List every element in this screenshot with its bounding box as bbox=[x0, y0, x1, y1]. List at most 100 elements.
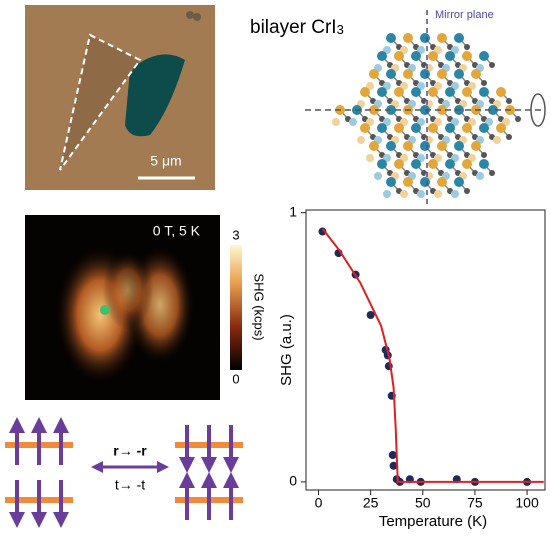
atom bbox=[451, 190, 459, 198]
atom bbox=[479, 87, 489, 97]
x-tick-label: 75 bbox=[467, 495, 483, 511]
atom bbox=[454, 69, 464, 79]
map-condition: 0 T, 5 K bbox=[153, 223, 201, 239]
atom bbox=[377, 159, 387, 169]
atom bbox=[493, 136, 501, 144]
atom bbox=[411, 123, 421, 133]
atom bbox=[403, 141, 413, 151]
atom bbox=[506, 98, 512, 104]
atom bbox=[496, 87, 506, 97]
atom bbox=[481, 80, 487, 86]
colorbar-tick: 3 bbox=[232, 227, 239, 242]
atom bbox=[394, 123, 404, 133]
atom bbox=[434, 190, 442, 198]
atom bbox=[428, 87, 438, 97]
atom bbox=[506, 134, 512, 140]
atom bbox=[411, 51, 421, 61]
atom bbox=[479, 159, 489, 169]
spatial-inversion: r→ -r bbox=[113, 443, 147, 459]
atom bbox=[386, 177, 396, 187]
atom bbox=[377, 51, 387, 61]
atom bbox=[454, 33, 464, 43]
atom bbox=[479, 123, 489, 133]
figure: 5 μm bilayer CrI3 Mirror plane 0 T, 5 K … bbox=[0, 0, 551, 536]
atom bbox=[489, 62, 495, 68]
atom bbox=[437, 177, 447, 187]
atom bbox=[464, 188, 470, 194]
atom bbox=[454, 141, 464, 151]
atom bbox=[420, 177, 430, 187]
atom bbox=[403, 33, 413, 43]
atom bbox=[360, 87, 370, 97]
spin-diagram bbox=[5, 425, 243, 520]
atom bbox=[496, 123, 506, 133]
atom bbox=[462, 123, 472, 133]
atom bbox=[437, 33, 447, 43]
atom bbox=[349, 118, 357, 126]
atom bbox=[437, 141, 447, 151]
atom bbox=[386, 141, 396, 151]
x-tick-label: 100 bbox=[515, 495, 539, 511]
colorbar-tick: 0 bbox=[232, 371, 239, 386]
atom bbox=[471, 69, 481, 79]
colorbar-label: SHG (kcps) bbox=[252, 273, 267, 340]
y-tick-label: 1 bbox=[289, 203, 297, 219]
time-reversal: t→ -t bbox=[115, 477, 145, 493]
atom bbox=[464, 44, 470, 50]
atom bbox=[383, 190, 391, 198]
atom bbox=[400, 190, 408, 198]
atom bbox=[462, 87, 472, 97]
scale-bar-label: 5 μm bbox=[150, 153, 181, 169]
atom bbox=[386, 33, 396, 43]
atom bbox=[420, 33, 430, 43]
shg-map: 0 T, 5 K 3 0 SHG (kcps) bbox=[25, 215, 267, 400]
atom bbox=[369, 69, 379, 79]
y-axis-label: SHG (a.u.) bbox=[278, 314, 295, 386]
chart: Temperature (K) SHG (a.u.) 0 25 50 75 100 0 1 bbox=[278, 203, 545, 530]
mirror-label: Mirror plane bbox=[435, 9, 494, 21]
fit-line bbox=[323, 229, 544, 482]
atom bbox=[411, 87, 421, 97]
material-subscript: 3 bbox=[337, 22, 344, 37]
atom bbox=[394, 159, 404, 169]
atom bbox=[374, 172, 382, 180]
material-label: bilayer CrI3 bbox=[250, 17, 344, 38]
atom bbox=[420, 69, 430, 79]
atom bbox=[377, 87, 387, 97]
atom bbox=[462, 51, 472, 61]
atom bbox=[462, 159, 472, 169]
atom bbox=[437, 69, 447, 79]
optical-image: 5 μm bbox=[25, 5, 215, 190]
atom bbox=[489, 170, 495, 176]
atom bbox=[481, 152, 487, 158]
atom bbox=[420, 141, 430, 151]
atom bbox=[428, 159, 438, 169]
atom bbox=[417, 190, 425, 198]
atom bbox=[471, 141, 481, 151]
x-tick-label: 50 bbox=[415, 495, 431, 511]
data-point bbox=[389, 451, 397, 459]
atom bbox=[428, 51, 438, 61]
atom bbox=[377, 123, 387, 133]
atom bbox=[445, 87, 455, 97]
atom bbox=[394, 51, 404, 61]
x-tick-label: 0 bbox=[315, 495, 323, 511]
atom bbox=[403, 177, 413, 187]
atom bbox=[454, 177, 464, 187]
atom bbox=[360, 123, 370, 133]
atom bbox=[403, 69, 413, 79]
atom bbox=[394, 87, 404, 97]
atom bbox=[445, 123, 455, 133]
atom bbox=[386, 69, 396, 79]
atom bbox=[366, 154, 374, 162]
atom bbox=[332, 118, 340, 126]
atom bbox=[369, 141, 379, 151]
atom bbox=[445, 51, 455, 61]
atom bbox=[515, 116, 521, 122]
y-tick-label: 0 bbox=[289, 473, 297, 489]
x-axis-label: Temperature (K) bbox=[379, 513, 487, 530]
atom bbox=[428, 123, 438, 133]
atom bbox=[411, 159, 421, 169]
x-tick-label: 25 bbox=[363, 495, 379, 511]
atom bbox=[479, 51, 489, 61]
